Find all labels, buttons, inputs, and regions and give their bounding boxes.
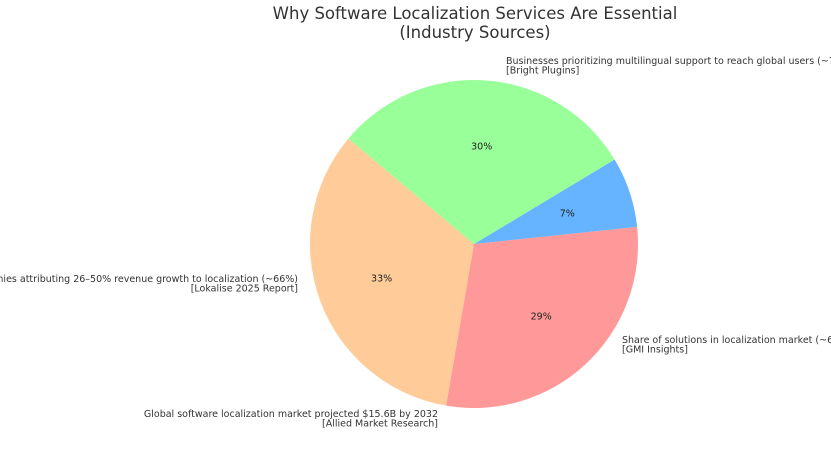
slice-label-2-line-0: Global software localization market proj… xyxy=(144,409,438,420)
slice-label-2-line-1: [Allied Market Research] xyxy=(322,419,438,430)
slice-percent-label-2: 7% xyxy=(560,208,575,219)
pie-slices xyxy=(310,79,638,408)
chart-title-line-1: Why Software Localization Services Are E… xyxy=(273,4,678,23)
slice-label-0-line-1: [Bright Plugins] xyxy=(506,66,579,77)
slice-label-1-line-0: Companies attributing 26–50% revenue gro… xyxy=(0,274,298,285)
pie-slice-0 xyxy=(310,138,474,406)
slice-percent-label-0: 33% xyxy=(371,273,392,284)
pie-slice-3 xyxy=(348,79,615,244)
slice-percent-label-3: 30% xyxy=(471,141,492,152)
chart-title-line-2: (Industry Sources) xyxy=(399,23,550,42)
slice-label-1-line-1: [Lokalise 2025 Report] xyxy=(191,284,298,295)
pie-labels: 33% Businesses prioritizing multilingual … xyxy=(0,56,831,430)
pie-slice-1 xyxy=(446,226,638,408)
slice-label-0-line-0: Businesses prioritizing multilingual sup… xyxy=(506,56,831,67)
slice-label-3-line-0: Share of solutions in localization marke… xyxy=(622,335,831,346)
slice-label-3-line-1: [GMI Insights] xyxy=(622,345,688,356)
slice-percent-label-1: 29% xyxy=(531,311,552,322)
pie-slice-2 xyxy=(474,159,638,244)
